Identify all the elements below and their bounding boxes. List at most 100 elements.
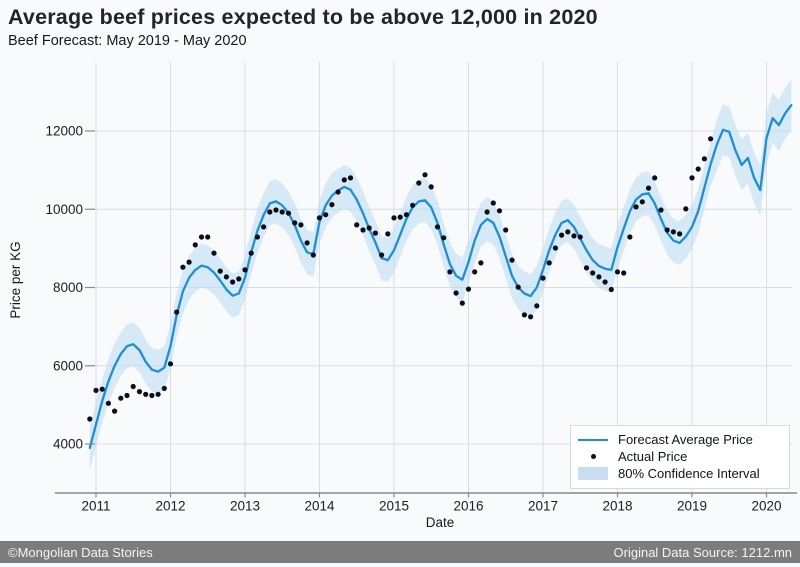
actual-price-point xyxy=(143,391,149,397)
actual-price-point xyxy=(540,275,546,281)
actual-price-point xyxy=(397,214,403,220)
actual-price-points xyxy=(87,136,714,422)
actual-price-point xyxy=(453,290,459,296)
actual-price-point xyxy=(490,200,496,206)
footer-source: Original Data Source: 1212.mn xyxy=(613,544,792,560)
actual-price-point xyxy=(639,199,645,205)
actual-price-point xyxy=(93,387,99,393)
confidence-band xyxy=(89,79,792,470)
actual-price-point xyxy=(329,202,335,208)
actual-price-point xyxy=(385,231,391,237)
forecast-line-path xyxy=(88,104,793,450)
actual-price-point xyxy=(577,234,583,240)
y-tick-label: 10000 xyxy=(45,202,83,217)
actual-price-point xyxy=(633,204,639,210)
y-tick-label: 4000 xyxy=(53,437,83,452)
actual-price-point xyxy=(459,300,465,306)
actual-price-point xyxy=(583,265,590,271)
actual-price-point xyxy=(335,189,341,195)
actual-price-point xyxy=(652,175,658,181)
actual-price-point xyxy=(205,234,211,240)
actual-price-point xyxy=(503,227,509,233)
actual-price-point xyxy=(161,385,167,391)
actual-price-point xyxy=(130,383,136,390)
actual-price-point xyxy=(670,229,677,235)
actual-price-point xyxy=(565,229,571,235)
actual-price-point xyxy=(515,284,521,290)
actual-price-point xyxy=(347,175,354,181)
actual-price-point xyxy=(149,392,155,399)
gridlines xyxy=(88,62,792,493)
actual-price-point xyxy=(248,250,254,256)
legend-item-ci: 80% Confidence Interval xyxy=(577,465,781,482)
actual-price-point xyxy=(87,416,93,422)
x-tick-label: 2011 xyxy=(81,499,110,514)
y-tick-label: 12000 xyxy=(45,124,83,139)
actual-price-point xyxy=(155,391,161,397)
actual-price-point xyxy=(602,279,608,285)
actual-price-point xyxy=(254,234,260,240)
actual-price-point xyxy=(180,264,186,270)
actual-price-point xyxy=(496,208,503,214)
y-axis-title: Price per KG xyxy=(8,241,23,318)
actual-price-point xyxy=(465,286,472,292)
actual-price-point xyxy=(689,175,695,181)
chart-header: Average beef prices expected to be above… xyxy=(8,5,598,49)
actual-price-point xyxy=(379,252,385,258)
actual-price-point xyxy=(310,252,316,258)
actual-price-point xyxy=(242,267,248,273)
x-tick-label: 2020 xyxy=(751,499,781,514)
actual-price-point xyxy=(521,312,528,318)
footer-credit: ©Mongolian Data Stories xyxy=(8,544,153,560)
actual-price-point xyxy=(366,225,372,231)
legend-label: Actual Price xyxy=(618,449,688,464)
actual-price-point xyxy=(484,209,490,215)
y-tick-label: 8000 xyxy=(53,280,83,295)
actual-price-point xyxy=(223,274,229,280)
actual-price-point xyxy=(192,242,198,248)
footer-bar: ©Mongolian Data Stories Original Data So… xyxy=(0,541,800,563)
actual-price-point xyxy=(664,227,670,233)
actual-price-point xyxy=(354,222,360,228)
ci-band-area xyxy=(89,79,792,470)
actual-price-point xyxy=(434,224,441,230)
actual-price-point xyxy=(186,259,192,265)
x-tick-label: 2013 xyxy=(230,499,260,514)
x-tick-label: 2018 xyxy=(602,499,632,514)
actual-price-point xyxy=(621,270,627,276)
actual-price-point xyxy=(528,314,534,320)
actual-price-point xyxy=(217,268,223,274)
actual-price-point xyxy=(658,207,664,213)
actual-price-point xyxy=(174,309,180,315)
actual-price-point xyxy=(509,257,515,263)
actual-price-point xyxy=(447,269,453,275)
actual-price-point xyxy=(211,250,217,256)
x-tick-label: 2016 xyxy=(453,499,483,514)
actual-price-point xyxy=(571,233,577,239)
actual-price-point xyxy=(416,180,422,186)
actual-price-point xyxy=(645,185,652,191)
beef-price-chart: 2011 2012 2013 2014 2015 2016 2017 2018 2019 2020… xyxy=(8,62,797,530)
actual-price-point xyxy=(273,207,279,213)
actual-price-point xyxy=(372,230,378,236)
actual-price-point xyxy=(428,184,434,190)
legend-label: Forecast Average Price xyxy=(618,432,753,447)
actual-price-point xyxy=(472,269,478,275)
actual-price-point xyxy=(410,202,416,208)
forecast-line-swatch xyxy=(577,438,609,441)
actual-price-point xyxy=(198,234,205,240)
actual-price-point xyxy=(112,408,118,414)
page-subtitle: Beef Forecast: May 2019 - May 2020 xyxy=(8,33,247,49)
actual-price-point xyxy=(627,234,633,240)
actual-price-point xyxy=(105,400,111,406)
actual-price-point xyxy=(534,303,540,309)
actual-price-point xyxy=(236,276,242,282)
actual-price-point xyxy=(590,270,596,276)
actual-price-point xyxy=(546,260,552,266)
actual-point-swatch xyxy=(577,454,609,459)
actual-price-point xyxy=(136,389,143,395)
forecast-line xyxy=(88,104,793,450)
actual-price-point xyxy=(292,220,298,226)
actual-price-point xyxy=(118,395,124,401)
actual-price-point xyxy=(552,245,559,251)
